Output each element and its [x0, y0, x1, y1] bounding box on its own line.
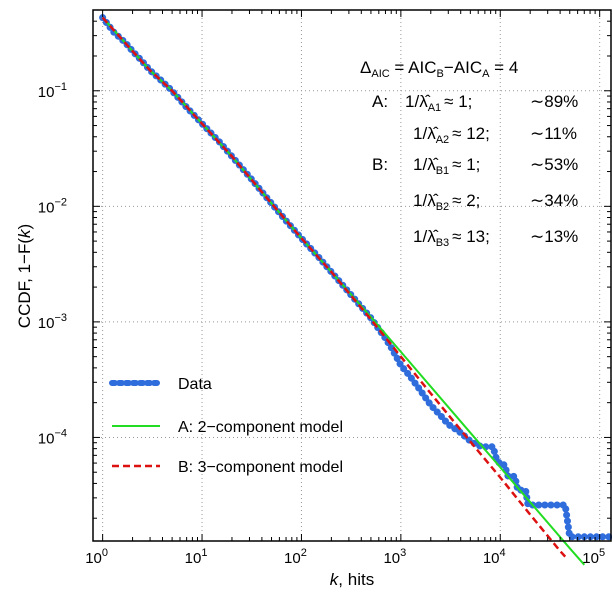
model-a-tag: A:	[372, 92, 388, 111]
y-tick-label: 10−2	[38, 196, 67, 216]
svg-text:∼53%: ∼53%	[530, 155, 578, 174]
series-layer	[99, 14, 612, 566]
svg-text:1/λ̂B3≈ 13;: 1/λ̂B3 ≈ 13;	[413, 227, 490, 249]
svg-text:∼11%: ∼11%	[530, 124, 577, 143]
row-a1: 1/λ̂A1 ≈ 1; ∼89%	[405, 92, 578, 114]
y-tick-label: 10−4	[38, 427, 67, 447]
series-1-line	[101, 16, 586, 566]
svg-text:∼34%: ∼34%	[530, 191, 578, 210]
legend-label-data: Data	[178, 376, 212, 393]
svg-text:1/λ̂B2≈ 2;: 1/λ̂B2 ≈ 2;	[413, 191, 480, 213]
legend-label-model-b: B: 3−component model	[178, 459, 343, 476]
x-axis-label: k, hits	[330, 570, 374, 589]
y-axis-label: CCDF, 1−F(k)	[15, 224, 34, 328]
svg-text:1/λ̂A2≈ 12;: 1/λ̂A2 ≈ 12;	[413, 124, 490, 146]
svg-text:∼89%: ∼89%	[530, 92, 578, 111]
row-b1: 1/λ̂B1 ≈ 1; ∼53%	[413, 155, 578, 177]
svg-text:∼13%: ∼13%	[530, 227, 578, 246]
grid-lines	[93, 10, 611, 541]
x-tick-label: 105	[582, 547, 605, 567]
y-tick-label: 10−1	[38, 81, 67, 101]
svg-text:1/λ̂B1≈ 1;: 1/λ̂B1 ≈ 1;	[413, 155, 480, 177]
plot-frame	[92, 9, 612, 542]
row-b3: 1/λ̂B3 ≈ 13; ∼13%	[413, 227, 578, 249]
model-b-tag: B:	[372, 155, 388, 174]
row-a2: 1/λ̂A2 ≈ 12; ∼11%	[413, 124, 577, 146]
x-tick-label: 101	[185, 547, 208, 567]
aic-annotation: ΔAIC = AICB−AICA = 4 A: B: 1/λ̂A1 ≈ 1; ∼8…	[360, 58, 578, 249]
y-tick-label: 10−3	[38, 312, 67, 332]
x-tick-label: 104	[483, 547, 506, 567]
x-tick-label: 103	[383, 547, 406, 567]
svg-text:1/λ̂A1≈ 1;: 1/λ̂A1 ≈ 1;	[405, 92, 472, 114]
x-tick-label: 100	[85, 547, 108, 567]
row-b2: 1/λ̂B2 ≈ 2; ∼34%	[413, 191, 578, 213]
series-2-line	[101, 16, 567, 558]
legend: Data A: 2−component model B: 3−component…	[109, 376, 343, 476]
delta-aic-text: ΔAIC = AICB−AICA = 4	[360, 58, 518, 80]
axis-ticks: 100 101 102 103 104 105 10−1 10−2 10−3 10−4	[38, 9, 611, 567]
x-tick-label: 102	[284, 547, 307, 567]
legend-label-model-a: A: 2−component model	[178, 419, 343, 436]
